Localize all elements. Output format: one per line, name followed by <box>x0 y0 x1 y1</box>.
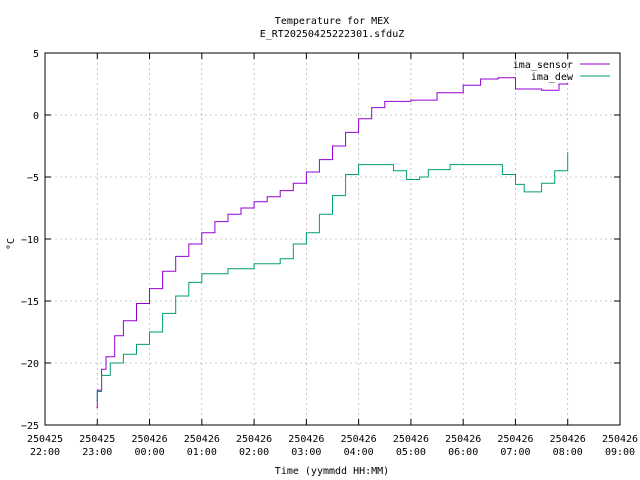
x-tick-label-date: 250426 <box>445 434 481 445</box>
y-axis: −25 −20 −15 −10 −5 0 5 <box>21 49 620 432</box>
chart-title: Temperature for MEX <box>275 16 389 27</box>
legend-label-ima-dew: ima_dew <box>531 72 574 83</box>
x-tick-label-time: 00:00 <box>134 447 164 458</box>
legend: ima_sensor ima_dew <box>513 60 610 83</box>
grid <box>45 53 620 425</box>
x-tick-label-time: 01:00 <box>187 447 217 458</box>
x-tick-label-date: 250426 <box>393 434 429 445</box>
y-tick-label: −10 <box>21 235 39 246</box>
x-tick-label-date: 250426 <box>131 434 167 445</box>
y-tick-label: −15 <box>21 297 39 308</box>
y-tick-label: −20 <box>21 359 39 370</box>
x-tick-label-date: 250425 <box>79 434 115 445</box>
y-tick-label: 5 <box>33 49 39 60</box>
x-tick-label-date: 250426 <box>550 434 586 445</box>
x-tick-label-date: 250426 <box>184 434 220 445</box>
x-tick-label-date: 250426 <box>288 434 324 445</box>
y-tick-label: −25 <box>21 421 39 432</box>
series-lines <box>96 77 569 409</box>
series-line-ima-dew <box>96 152 569 401</box>
x-tick-label-time: 23:00 <box>82 447 112 458</box>
x-tick-label-time: 22:00 <box>30 447 60 458</box>
legend-label-ima-sensor: ima_sensor <box>513 60 573 71</box>
chart-subtitle: E_RT20250425222301.sfduZ <box>260 29 405 40</box>
x-tick-label-date: 250426 <box>602 434 638 445</box>
x-tick-label-time: 06:00 <box>448 447 478 458</box>
y-tick-label: 0 <box>33 111 39 122</box>
x-tick-label-date: 250426 <box>341 434 377 445</box>
x-tick-label-time: 07:00 <box>500 447 530 458</box>
series-line-ima-sensor <box>96 77 569 409</box>
x-tick-label-time: 05:00 <box>396 447 426 458</box>
y-axis-label: °C <box>6 238 17 250</box>
x-tick-label-time: 04:00 <box>344 447 374 458</box>
x-tick-label-date: 250425 <box>27 434 63 445</box>
x-tick-label-time: 02:00 <box>239 447 269 458</box>
x-tick-label-time: 03:00 <box>291 447 321 458</box>
x-axis: 250425 22:00 250425 23:00 250426 00:00 250426 0… <box>27 53 638 458</box>
y-tick-label: −5 <box>27 173 39 184</box>
x-tick-label-time: 09:00 <box>605 447 635 458</box>
x-tick-label-date: 250426 <box>497 434 533 445</box>
x-tick-label-date: 250426 <box>236 434 272 445</box>
x-tick-label-time: 08:00 <box>553 447 583 458</box>
x-axis-label: Time (yymmdd HH:MM) <box>275 466 389 477</box>
